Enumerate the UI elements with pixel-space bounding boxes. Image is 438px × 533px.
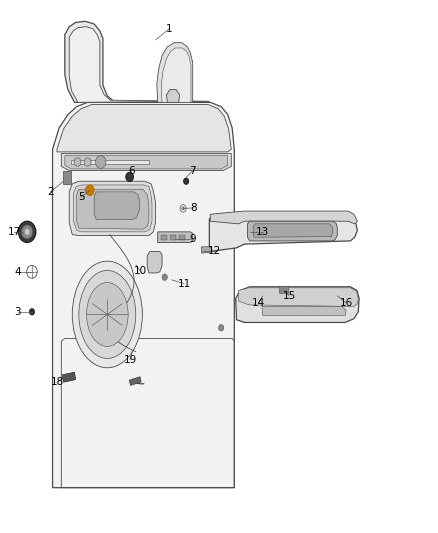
Circle shape [85,185,94,196]
Text: 7: 7 [189,166,196,175]
Text: 2: 2 [47,187,54,197]
Circle shape [25,229,30,235]
Circle shape [21,225,33,239]
Text: 4: 4 [14,267,21,277]
Text: 14: 14 [252,298,265,308]
Polygon shape [61,154,231,171]
Circle shape [29,309,35,315]
Polygon shape [161,48,191,102]
Polygon shape [77,189,149,229]
Polygon shape [71,160,149,164]
Bar [279,286,288,293]
Polygon shape [57,104,231,152]
Text: 15: 15 [283,291,296,301]
Text: 19: 19 [124,355,137,365]
Polygon shape [65,21,209,102]
Text: 13: 13 [256,227,269,237]
Polygon shape [210,211,357,224]
Text: 12: 12 [208,246,221,255]
Circle shape [18,221,36,243]
Text: 3: 3 [14,307,21,317]
Circle shape [184,178,189,184]
Circle shape [126,172,134,182]
Polygon shape [53,102,234,488]
Circle shape [182,207,184,210]
Text: 6: 6 [128,166,135,175]
Polygon shape [147,252,162,273]
Polygon shape [69,181,155,236]
Polygon shape [157,43,193,102]
Text: 16: 16 [339,298,353,308]
Text: 18: 18 [50,377,64,387]
Polygon shape [166,90,180,102]
Polygon shape [236,287,359,322]
Text: 9: 9 [189,234,196,244]
Polygon shape [201,247,212,253]
Bar [63,372,76,382]
Polygon shape [158,232,193,243]
Polygon shape [65,156,228,169]
Bar [161,235,167,240]
Ellipse shape [79,271,136,358]
Polygon shape [69,27,209,102]
Text: 17: 17 [7,227,21,237]
Ellipse shape [86,282,128,346]
Circle shape [95,156,106,168]
Polygon shape [209,214,357,252]
Polygon shape [262,306,346,316]
Bar [170,235,176,240]
Bar [129,377,141,385]
Text: 5: 5 [78,192,85,202]
Circle shape [219,325,224,331]
Circle shape [84,158,91,166]
Text: 8: 8 [191,203,198,213]
Polygon shape [247,221,337,241]
Polygon shape [253,224,333,237]
Ellipse shape [72,261,142,368]
Circle shape [162,274,167,280]
Text: 1: 1 [165,25,172,34]
Text: 10: 10 [134,266,147,276]
Text: 11: 11 [177,279,191,288]
Polygon shape [74,185,152,232]
Circle shape [74,158,81,166]
Bar [179,235,185,240]
Polygon shape [94,192,139,220]
Bar [63,171,71,184]
Polygon shape [239,288,358,306]
